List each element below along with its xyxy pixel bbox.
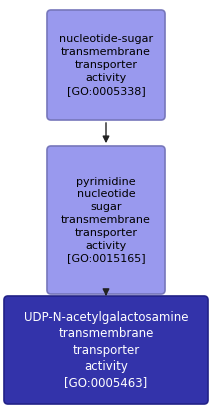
- Text: pyrimidine
nucleotide
sugar
transmembrane
transporter
activity
[GO:0015165]: pyrimidine nucleotide sugar transmembran…: [61, 177, 151, 263]
- Text: UDP-N-acetylgalactosamine
transmembrane
transporter
activity
[GO:0005463]: UDP-N-acetylgalactosamine transmembrane …: [24, 310, 188, 390]
- FancyBboxPatch shape: [4, 296, 208, 404]
- FancyBboxPatch shape: [47, 10, 165, 120]
- FancyBboxPatch shape: [47, 146, 165, 294]
- Text: nucleotide-sugar
transmembrane
transporter
activity
[GO:0005338]: nucleotide-sugar transmembrane transport…: [59, 35, 153, 96]
